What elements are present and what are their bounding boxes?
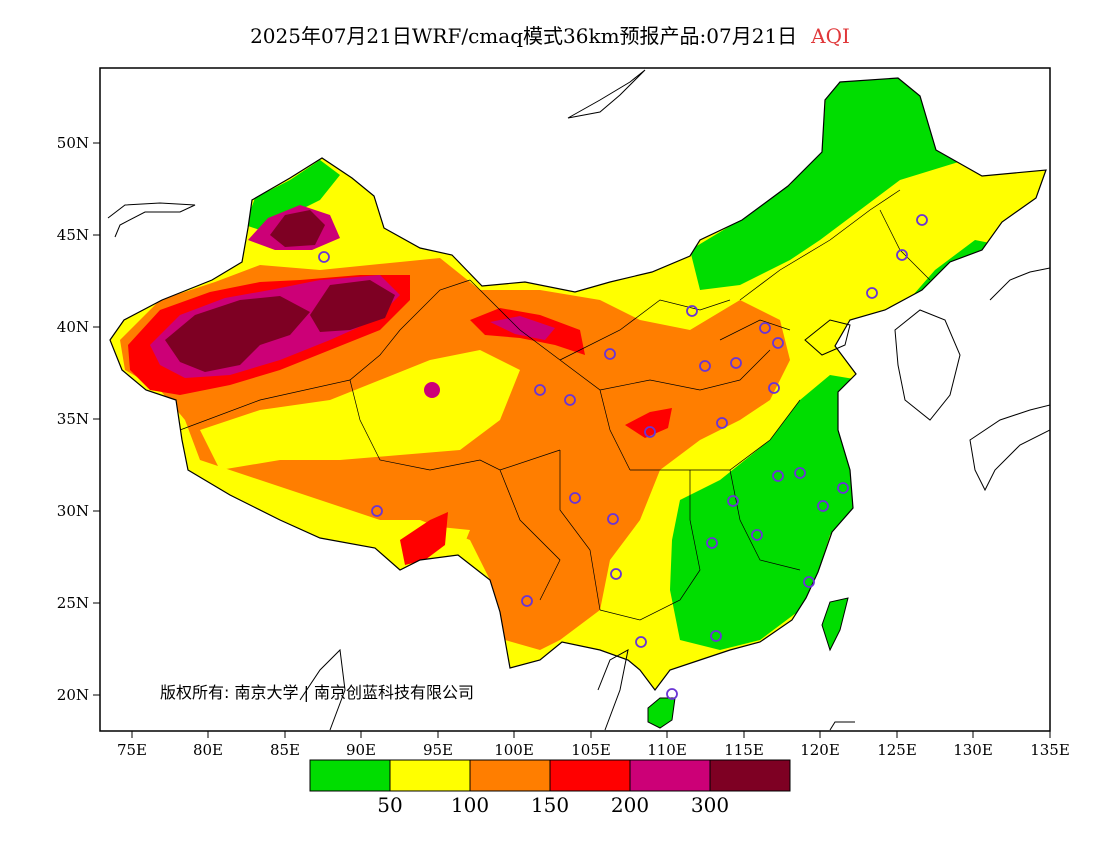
y-tick-label: 45N [57,226,89,244]
colorbar-swatch [550,760,630,791]
city-marker-nanchang [751,529,763,541]
x-tick-label: 90E [346,741,376,759]
city-marker-changchun [896,249,908,261]
coast-japan [969,404,1050,492]
aqi-fill-southeast-green [670,375,860,650]
city-marker-shanghai [837,482,849,494]
copyright-text: 版权所有: 南京大学 | 南京创蓝科技有限公司 [160,683,474,702]
city-marker-tianjin [772,337,784,349]
y-tick-label: 35N [57,410,89,428]
title-main: 2025年07月21日WRF/cmaq模式36km预报产品:07月21日 [250,24,798,48]
city-marker-taiyuan [699,360,711,372]
y-tick-label: 20N [57,686,89,704]
aqi-fill-altai-green [245,160,340,230]
colorbar-swatch [390,760,470,791]
aqi-fill-henan-red [625,408,672,438]
coast-luzon [829,721,855,731]
colorbar-label: 200 [611,793,649,817]
x-tick-label: 100E [494,741,534,759]
colorbar-swatch [310,760,390,791]
city-marker-shijiazhuang [730,357,742,369]
coast-sea-of-japan [989,267,1050,301]
colorbar-swatch [710,760,790,791]
city-marker-guiyang [610,568,622,580]
x-tick-label: 110E [647,741,687,759]
y-axis-labels: 20N 25N 30N 35N 40N 45N 50N [57,134,89,704]
x-tick-label: 85E [270,741,300,759]
y-tick-label: 25N [57,594,89,612]
city-marker-changsha [706,537,718,549]
city-marker-jinan [768,382,780,394]
x-tick-label: 120E [800,741,840,759]
colorbar-label: 150 [531,793,569,817]
city-marker-xian [644,426,656,438]
aqi-fill-spot-qinghai [424,382,440,398]
coast-india-east [299,648,346,731]
aqi-fill-northeast-green [690,78,965,290]
city-marker-lanzhou [564,394,576,406]
y-tick-label: 40N [57,318,89,336]
city-markers [318,214,928,700]
city-marker-wuhan [727,495,739,507]
coast-bohai [804,319,851,356]
city-marker-nanning [635,636,647,648]
city-marker-chengdu [569,492,581,504]
coast-korea [894,309,961,421]
coast-baikal [567,69,646,119]
city-marker-chongqing [607,513,619,525]
city-marker-beijing [759,322,771,334]
aqi-fill-tibet-east-red [400,512,448,565]
city-marker-hohhot [686,305,698,317]
x-tick-label: 80E [193,741,223,759]
coast-hainan [647,697,676,729]
y-tick-label: 50N [57,134,89,152]
x-tick-label: 75E [117,741,147,759]
x-tick-label: 135E [1030,741,1070,759]
coastlines [107,69,1050,731]
colorbar: 50 100 150 200 300 [309,759,791,817]
x-axis-ticks [131,731,1051,738]
aqi-fill-tarim-maroon-west [165,296,310,372]
aqi-fill-tibet-yellow [200,350,520,470]
title-variable: AQI [811,24,850,48]
city-marker-yinchuan [604,348,616,360]
map-title: 2025年07月21日WRF/cmaq模式36km预报产品:07月21日 AQI [0,20,1100,49]
city-marker-haikou [666,688,678,700]
city-marker-fuzhou [803,576,815,588]
city-marker-shenyang [866,287,878,299]
aqi-fill-tarim-maroon-east [310,280,395,332]
city-marker-xining [534,384,546,396]
city-marker-urumqi [318,251,330,263]
city-marker-hangzhou [817,500,829,512]
x-tick-label: 130E [953,741,993,759]
colorbar-swatch [470,760,550,791]
aqi-fill-junggar-maroon [270,210,325,247]
colorbar-label: 300 [691,793,729,817]
coast-taiwan [821,597,849,652]
colorbar-label: 100 [451,793,489,817]
colorbar-label: 50 [377,793,402,817]
city-marker-zhengzhou [716,417,728,429]
x-tick-label: 95E [423,741,453,759]
x-tick-label: 115E [724,741,764,759]
city-marker-guangzhou [710,630,722,642]
city-marker-hefei [772,470,784,482]
plot-frame [99,67,1051,732]
city-marker-harbin [916,214,928,226]
y-tick-label: 30N [57,502,89,520]
x-tick-label: 105E [571,741,611,759]
y-axis-ticks [93,142,100,696]
coast-vietnam [597,649,629,731]
city-marker-nanjing [794,467,806,479]
city-marker-kunming [521,595,533,607]
coast-caspian [107,202,196,238]
colorbar-swatch [630,760,710,791]
x-axis-labels: 75E 80E 85E 90E 95E 100E 105E 110E 115E … [117,741,1070,759]
x-tick-label: 125E [877,741,917,759]
city-marker-lhasa [371,505,383,517]
aqi-fill-hexi-magenta [490,316,555,340]
